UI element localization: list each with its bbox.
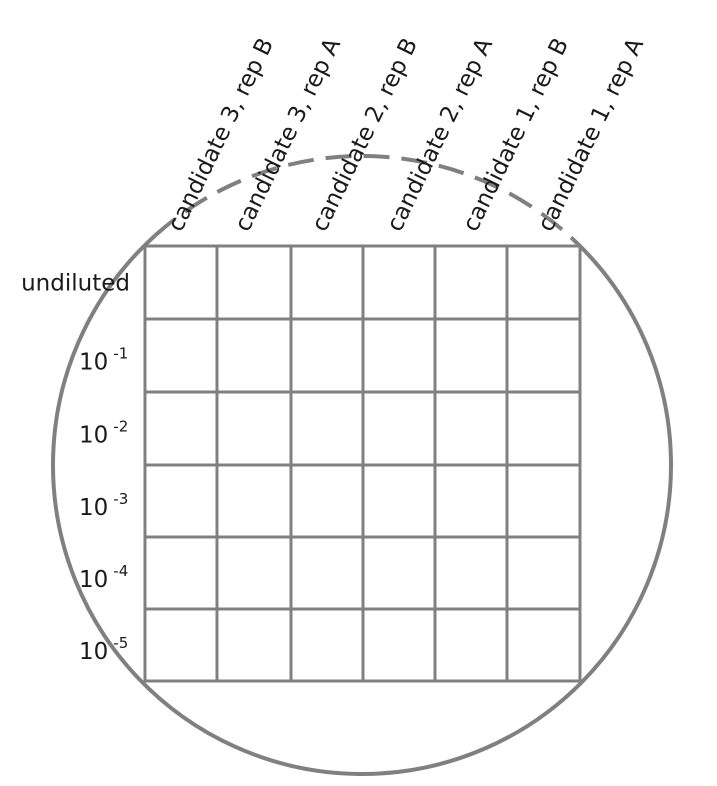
row-label: 10 -2 [79, 418, 128, 449]
grid-cell [433, 244, 509, 321]
grid-cell [289, 244, 365, 321]
grid-cell [215, 535, 293, 611]
grid-cell [433, 607, 509, 683]
dish-outline-dashed [153, 154, 575, 241]
grid-cell [433, 317, 509, 394]
row-label-base: 10 [79, 423, 108, 449]
row-label-exponent: -2 [113, 418, 128, 436]
grid-cell [215, 463, 293, 539]
grid-cell [289, 607, 365, 683]
grid-cell [433, 390, 509, 467]
row-label: 10 -1 [79, 345, 128, 376]
grid-cell [289, 317, 365, 394]
petri-dish [51, 154, 673, 776]
dilution-grid [143, 244, 582, 683]
grid-cell [505, 317, 582, 394]
row-label-exponent: -4 [113, 562, 128, 580]
grid-cell [505, 463, 582, 539]
grid-cell [143, 317, 219, 394]
row-label: 10 -4 [79, 562, 128, 593]
grid-cell [505, 535, 582, 611]
grid-cell [143, 244, 219, 321]
grid-cell [143, 535, 219, 611]
grid-cell [361, 463, 437, 539]
grid-cell [215, 317, 293, 394]
row-label-exponent: -3 [113, 490, 128, 508]
grid-cell [215, 244, 293, 321]
row-label: 10 -3 [79, 490, 128, 521]
grid-cell [505, 244, 582, 321]
grid-cell [143, 390, 219, 467]
grid-cell [361, 535, 437, 611]
grid-cell [289, 390, 365, 467]
grid-cell [433, 463, 509, 539]
grid-cell [289, 463, 365, 539]
grid-cell [143, 463, 219, 539]
row-label-exponent: -1 [113, 345, 128, 363]
grid-cell [289, 535, 365, 611]
grid-cell [433, 535, 509, 611]
grid-cell [215, 607, 293, 683]
grid-cell [361, 317, 437, 394]
grid-cell [361, 390, 437, 467]
row-label-exponent: -5 [113, 634, 128, 652]
dish-outline-solid [51, 233, 673, 776]
row-label-base: 10 [79, 567, 108, 593]
row-label: undiluted [21, 271, 130, 297]
grid-cell [505, 607, 582, 683]
grid-cell [143, 607, 219, 683]
row-label-base: 10 [79, 495, 108, 521]
grid-cell [505, 390, 582, 467]
row-label-base: 10 [79, 350, 108, 376]
grid-cell [215, 390, 293, 467]
row-labels: undiluted 10 -1 10 -2 10 -3 10 -4 10 -5 [21, 271, 130, 666]
row-label-base: 10 [79, 639, 108, 665]
row-label: 10 -5 [79, 634, 128, 665]
grid-cell [361, 607, 437, 683]
grid-cell [361, 244, 437, 321]
